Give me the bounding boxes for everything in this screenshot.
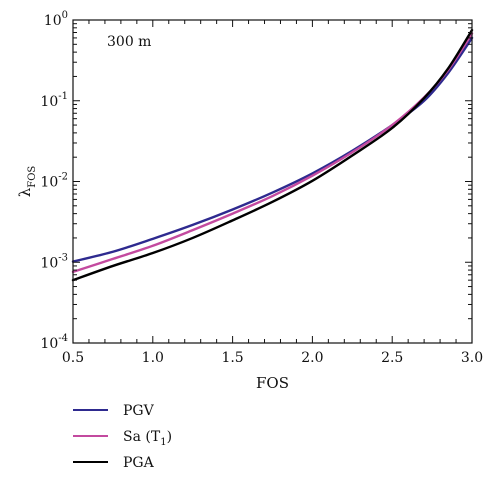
- plot-marks: [71, 28, 474, 282]
- y-axis: 100 10-1 10-2 10-3 10-4: [40, 10, 472, 352]
- x-tick-label: 2.0: [301, 350, 323, 366]
- y-tick-label: 10-2: [40, 172, 68, 191]
- plot-frame: [72, 19, 473, 344]
- legend-label: PGV: [123, 403, 155, 419]
- x-tick-label: 3.0: [461, 350, 483, 366]
- y-axis-label-subscript: FOS: [27, 166, 38, 188]
- x-axis: 0.5 1.0 1.5 2.0 2.5 3.0: [62, 20, 483, 366]
- y-axis-label-main: λ: [16, 187, 34, 197]
- y-tick-label: 10-1: [40, 91, 68, 110]
- annotation-label: 300 m: [107, 34, 151, 50]
- series-line-pga: [71, 28, 474, 282]
- x-tick-label: 2.5: [381, 350, 403, 366]
- legend-label: Sa (T1): [123, 429, 172, 448]
- x-tick-label: 1.5: [221, 350, 243, 366]
- x-tick-label: 1.0: [142, 350, 164, 366]
- y-tick-label: 100: [44, 10, 68, 29]
- legend-label: PGA: [123, 455, 155, 471]
- y-tick-label: 10-4: [40, 333, 68, 352]
- series-line-sa-t1: [71, 32, 474, 274]
- x-tick-label: 0.5: [62, 350, 84, 366]
- y-axis-label: λFOS: [16, 166, 38, 198]
- series-line-pgv: [71, 36, 474, 263]
- x-axis-label: FOS: [256, 374, 289, 392]
- legend: PGV Sa (T1) PGA: [73, 403, 172, 471]
- y-tick-label: 10-3: [40, 252, 68, 271]
